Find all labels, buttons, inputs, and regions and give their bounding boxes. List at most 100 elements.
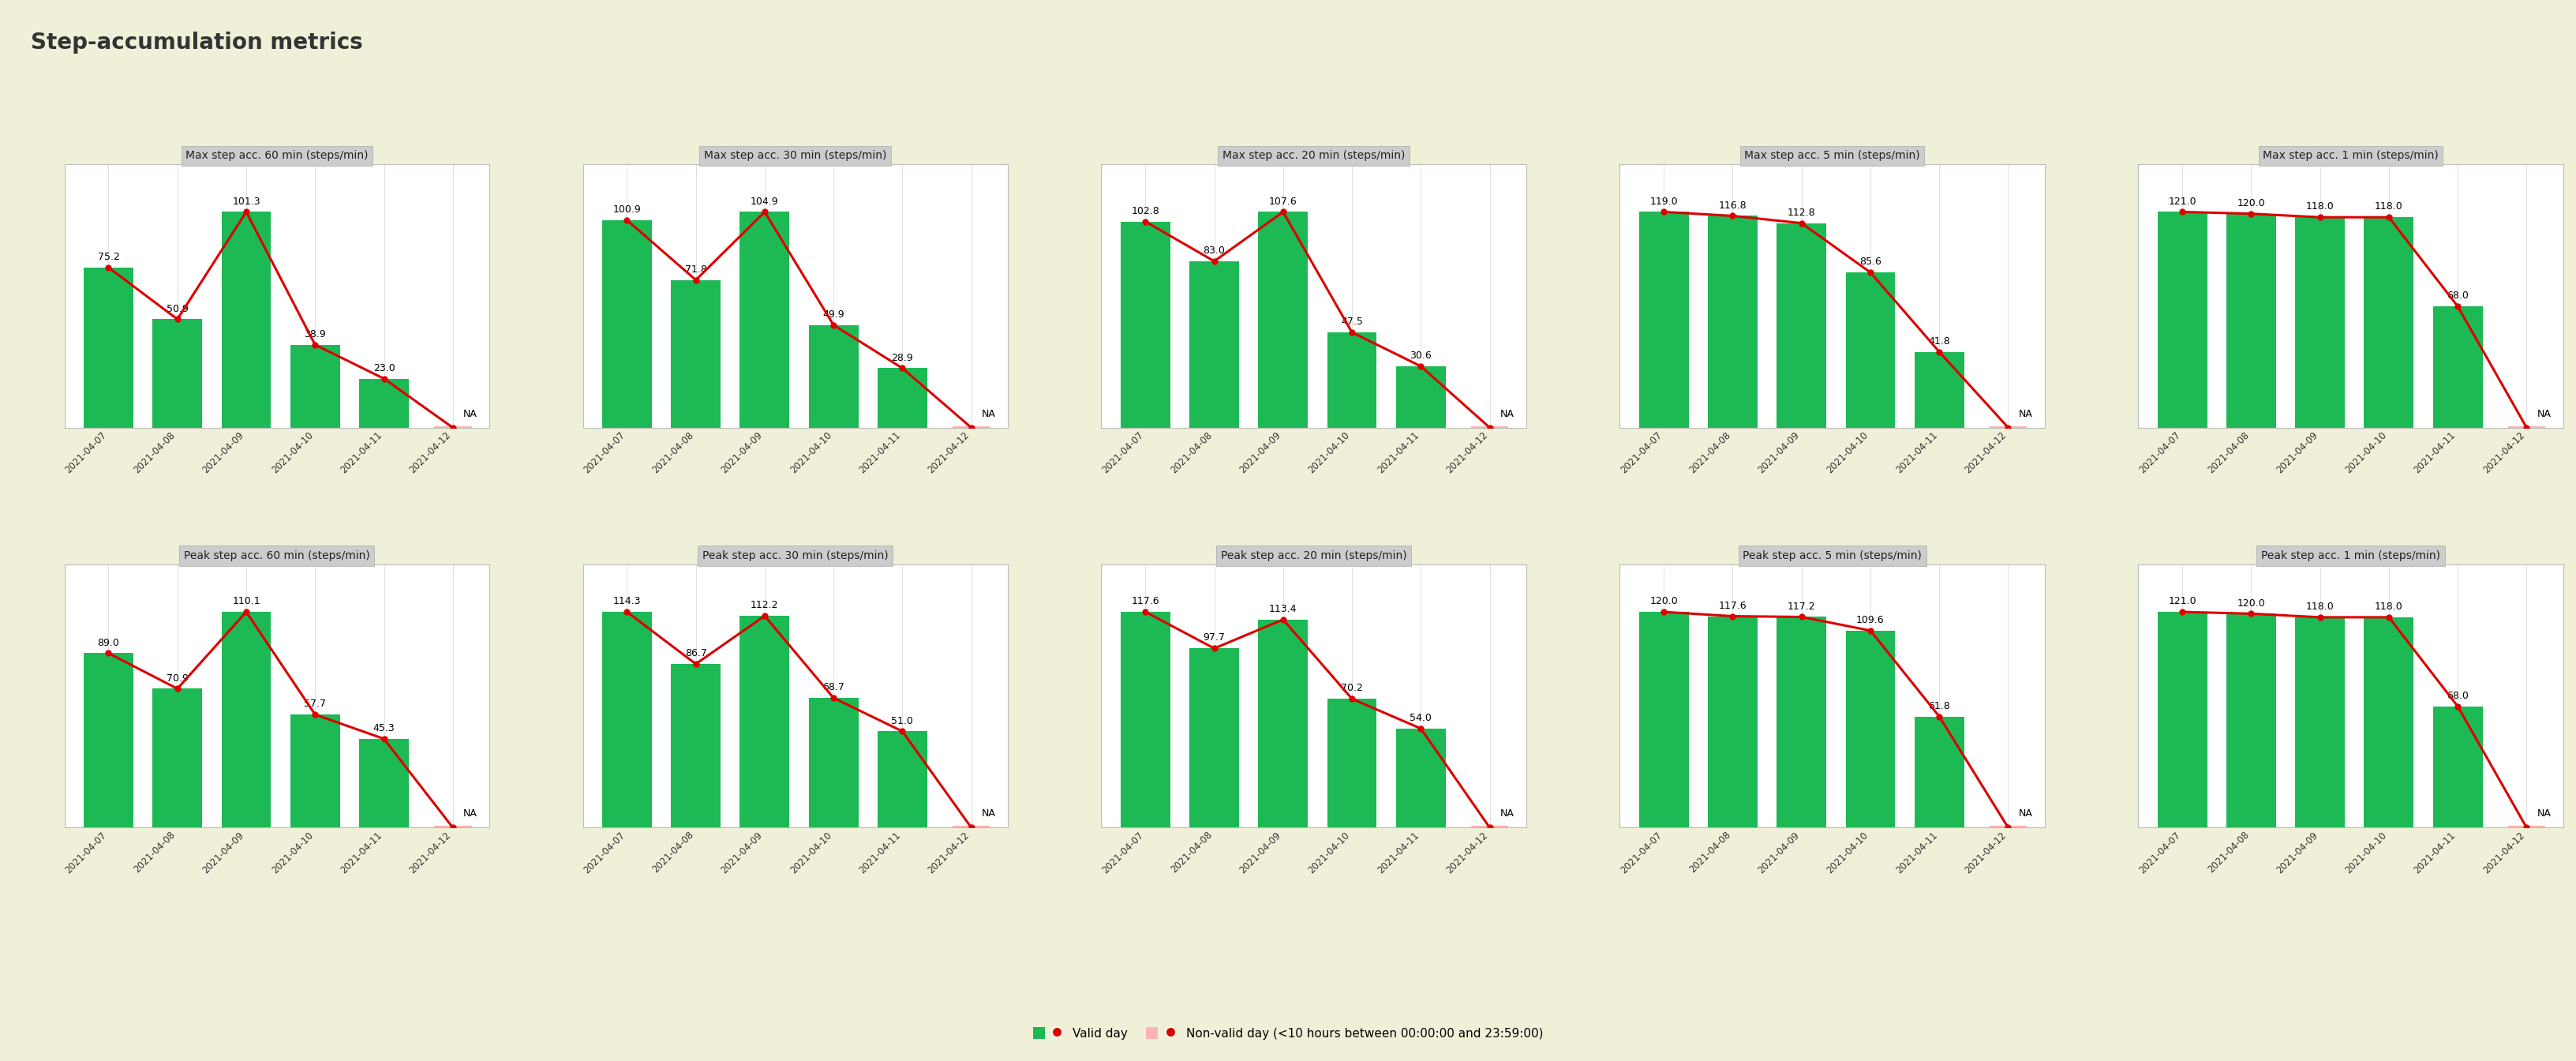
Bar bbox=[358, 379, 410, 428]
Bar bbox=[1327, 332, 1376, 428]
Bar bbox=[82, 267, 134, 428]
Bar bbox=[1396, 366, 1445, 428]
Bar bbox=[1638, 612, 1690, 828]
Bar bbox=[82, 654, 134, 828]
Text: 120.0: 120.0 bbox=[2236, 198, 2264, 208]
Bar bbox=[291, 714, 340, 828]
Text: 120.0: 120.0 bbox=[2236, 598, 2264, 608]
Text: 120.0: 120.0 bbox=[1649, 596, 1677, 607]
Title: Peak step acc. 20 min (steps/min): Peak step acc. 20 min (steps/min) bbox=[1221, 551, 1406, 561]
Text: 83.0: 83.0 bbox=[1203, 245, 1226, 256]
Text: 101.3: 101.3 bbox=[232, 196, 260, 207]
Text: 68.0: 68.0 bbox=[2447, 691, 2468, 701]
Bar bbox=[2365, 618, 2414, 828]
Text: 113.4: 113.4 bbox=[1270, 604, 1298, 614]
Text: NA: NA bbox=[2020, 808, 2032, 819]
Text: 70.2: 70.2 bbox=[1342, 683, 1363, 694]
Bar bbox=[1190, 648, 1239, 828]
Bar bbox=[1121, 612, 1170, 828]
Bar bbox=[809, 698, 858, 828]
Text: 118.0: 118.0 bbox=[2306, 602, 2334, 612]
Text: 121.0: 121.0 bbox=[2169, 596, 2197, 607]
Bar bbox=[1121, 222, 1170, 428]
Bar bbox=[1327, 699, 1376, 828]
Bar bbox=[1777, 616, 1826, 828]
Text: 45.3: 45.3 bbox=[374, 724, 394, 733]
Text: 100.9: 100.9 bbox=[613, 205, 641, 214]
Text: 49.9: 49.9 bbox=[822, 310, 845, 319]
Text: NA: NA bbox=[1499, 808, 1515, 819]
Text: 117.6: 117.6 bbox=[1718, 601, 1747, 611]
Bar bbox=[809, 325, 858, 428]
Text: 41.8: 41.8 bbox=[1929, 336, 1950, 347]
Text: 70.9: 70.9 bbox=[167, 673, 188, 683]
Text: 54.0: 54.0 bbox=[1409, 713, 1432, 724]
Text: 117.2: 117.2 bbox=[1788, 602, 1816, 611]
Text: 97.7: 97.7 bbox=[1203, 632, 1226, 643]
Text: 28.9: 28.9 bbox=[891, 352, 914, 363]
Bar bbox=[291, 345, 340, 428]
Title: Max step acc. 1 min (steps/min): Max step acc. 1 min (steps/min) bbox=[2262, 151, 2439, 161]
Text: NA: NA bbox=[981, 408, 997, 419]
Text: 75.2: 75.2 bbox=[98, 251, 118, 262]
Bar bbox=[152, 319, 201, 428]
Bar bbox=[878, 731, 927, 828]
Bar bbox=[2365, 218, 2414, 428]
Title: Peak step acc. 60 min (steps/min): Peak step acc. 60 min (steps/min) bbox=[183, 551, 371, 561]
Bar bbox=[1844, 273, 1896, 428]
Bar bbox=[739, 615, 788, 828]
Bar bbox=[222, 212, 270, 428]
Text: 38.9: 38.9 bbox=[304, 329, 327, 340]
Bar bbox=[1708, 215, 1757, 428]
Text: 51.0: 51.0 bbox=[891, 716, 914, 726]
Title: Peak step acc. 5 min (steps/min): Peak step acc. 5 min (steps/min) bbox=[1744, 551, 1922, 561]
Text: NA: NA bbox=[464, 408, 477, 419]
Bar bbox=[1396, 729, 1445, 828]
Bar bbox=[603, 612, 652, 828]
Text: NA: NA bbox=[2020, 408, 2032, 419]
Bar bbox=[1708, 616, 1757, 828]
Title: Peak step acc. 1 min (steps/min): Peak step acc. 1 min (steps/min) bbox=[2262, 551, 2439, 561]
Text: 109.6: 109.6 bbox=[1857, 615, 1886, 625]
Text: 61.8: 61.8 bbox=[1929, 701, 1950, 711]
Bar bbox=[1777, 223, 1826, 428]
Text: 116.8: 116.8 bbox=[1718, 201, 1747, 210]
Text: NA: NA bbox=[2537, 808, 2550, 819]
Bar bbox=[739, 212, 788, 428]
Text: 119.0: 119.0 bbox=[1649, 196, 1677, 207]
Text: 23.0: 23.0 bbox=[374, 363, 394, 373]
Title: Max step acc. 60 min (steps/min): Max step acc. 60 min (steps/min) bbox=[185, 151, 368, 161]
Text: 102.8: 102.8 bbox=[1131, 206, 1159, 216]
Text: 118.0: 118.0 bbox=[2375, 602, 2403, 612]
Text: 110.1: 110.1 bbox=[232, 596, 260, 607]
Text: 89.0: 89.0 bbox=[98, 638, 118, 648]
Text: 112.8: 112.8 bbox=[1788, 208, 1816, 218]
Bar bbox=[603, 220, 652, 428]
Text: 112.2: 112.2 bbox=[750, 601, 778, 610]
Title: Max step acc. 20 min (steps/min): Max step acc. 20 min (steps/min) bbox=[1224, 151, 1404, 161]
Text: NA: NA bbox=[981, 808, 997, 819]
Title: Max step acc. 5 min (steps/min): Max step acc. 5 min (steps/min) bbox=[1744, 151, 1919, 161]
Bar bbox=[2432, 307, 2483, 428]
Text: 68.0: 68.0 bbox=[2447, 291, 2468, 301]
Text: Step-accumulation metrics: Step-accumulation metrics bbox=[31, 32, 363, 54]
Bar bbox=[670, 664, 721, 828]
Bar bbox=[2295, 618, 2344, 828]
Text: 47.5: 47.5 bbox=[1342, 317, 1363, 327]
Text: 68.7: 68.7 bbox=[822, 682, 845, 693]
Bar bbox=[670, 280, 721, 428]
Text: 104.9: 104.9 bbox=[750, 196, 778, 207]
Text: 30.6: 30.6 bbox=[1409, 350, 1432, 361]
Text: 85.6: 85.6 bbox=[1860, 257, 1880, 267]
Text: 50.9: 50.9 bbox=[167, 303, 188, 314]
Text: 71.8: 71.8 bbox=[685, 264, 706, 275]
Bar bbox=[1638, 212, 1690, 428]
Bar bbox=[1914, 716, 1963, 828]
Bar bbox=[2295, 218, 2344, 428]
Bar bbox=[1257, 212, 1309, 428]
Legend: Valid day, Non-valid day (<10 hours between 00:00:00 and 23:59:00): Valid day, Non-valid day (<10 hours betw… bbox=[1028, 1022, 1548, 1044]
Text: NA: NA bbox=[1499, 408, 1515, 419]
Bar bbox=[152, 689, 201, 828]
Text: 121.0: 121.0 bbox=[2169, 196, 2197, 207]
Text: 86.7: 86.7 bbox=[685, 648, 706, 659]
